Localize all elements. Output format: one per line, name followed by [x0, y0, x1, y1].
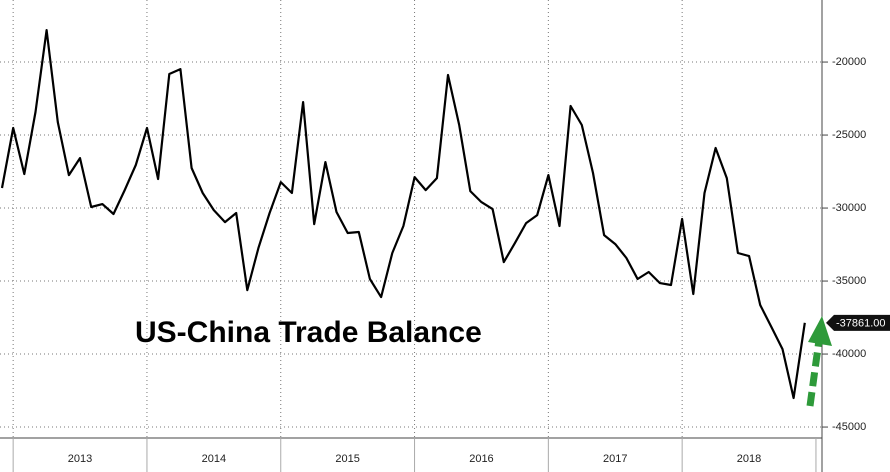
x-tick-label: 2018: [737, 453, 761, 465]
x-tick-label: 2015: [335, 453, 359, 465]
y-tick-label: -35000: [832, 275, 866, 287]
x-tick-label: 2017: [603, 453, 627, 465]
last-value-label: -37861.00: [836, 318, 886, 330]
y-tick-label: -25000: [832, 129, 866, 141]
last-value-badge: [826, 314, 890, 331]
y-tick-label: -30000: [832, 202, 866, 214]
chart-annotation: US-China Trade Balance: [135, 316, 482, 349]
x-tick-label: 2016: [469, 453, 493, 465]
y-tick-label: -20000: [832, 56, 866, 68]
x-tick-label: 2014: [202, 453, 226, 465]
arrow-shaft: [806, 339, 823, 407]
green-arrow: [806, 316, 832, 407]
arrow-head: [808, 316, 832, 346]
line: [0, 29, 806, 400]
y-tick-label: -45000: [832, 421, 866, 433]
y-tick-label: -40000: [832, 348, 866, 360]
x-tick-label: 2013: [68, 453, 92, 465]
